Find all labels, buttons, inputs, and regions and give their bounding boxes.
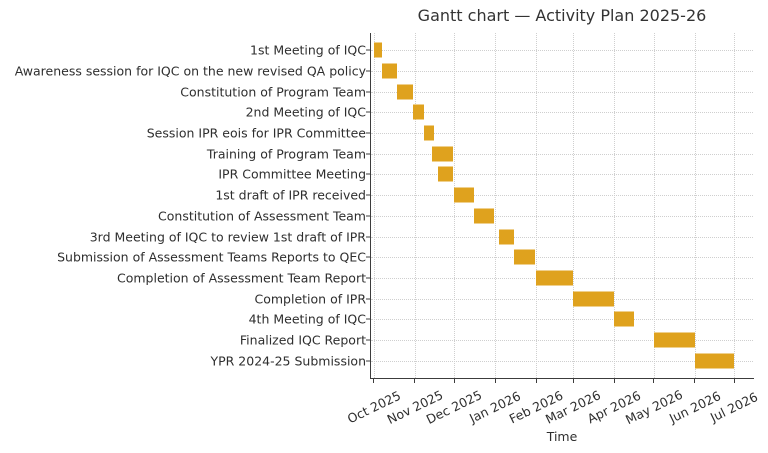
row-grid-line bbox=[371, 360, 753, 362]
x-tick-mark bbox=[572, 379, 574, 383]
x-tick-mark bbox=[414, 379, 416, 383]
y-tick-label: Submission of Assessment Teams Reports t… bbox=[57, 249, 366, 265]
row-grid-line bbox=[371, 319, 753, 321]
gantt-bar bbox=[454, 187, 475, 203]
x-tick-mark bbox=[494, 379, 496, 383]
y-tick-label: Awareness session for IQC on the new rev… bbox=[14, 63, 366, 79]
y-tick-mark bbox=[366, 111, 370, 113]
gantt-bar bbox=[423, 125, 435, 141]
month-grid-line bbox=[694, 33, 696, 378]
month-grid-line bbox=[653, 33, 655, 378]
row-grid-line bbox=[371, 340, 753, 342]
gantt-bar bbox=[474, 208, 494, 224]
x-tick-mark bbox=[535, 379, 537, 383]
gantt-bar bbox=[573, 291, 615, 307]
y-tick-mark bbox=[366, 360, 370, 362]
gantt-bar bbox=[694, 353, 735, 369]
y-tick-label: IPR Committee Meeting bbox=[218, 166, 366, 182]
x-tick-mark bbox=[733, 379, 735, 383]
row-grid-line bbox=[371, 215, 753, 217]
y-tick-label: Completion of Assessment Team Report bbox=[117, 270, 366, 286]
month-grid-line bbox=[573, 33, 575, 378]
gantt-bar bbox=[397, 84, 414, 100]
row-grid-line bbox=[371, 50, 753, 52]
y-tick-label: Constitution of Program Team bbox=[180, 84, 366, 100]
gantt-bar bbox=[653, 332, 695, 348]
row-grid-line bbox=[371, 236, 753, 238]
y-tick-mark bbox=[366, 49, 370, 51]
month-grid-line bbox=[614, 33, 616, 378]
gantt-bar bbox=[431, 146, 453, 162]
y-tick-label: Training of Program Team bbox=[206, 146, 366, 162]
month-grid-line bbox=[454, 33, 456, 378]
month-grid-line bbox=[734, 33, 736, 378]
y-tick-label: Constitution of Assessment Team bbox=[158, 208, 366, 224]
gantt-bar bbox=[413, 104, 424, 120]
x-tick-mark bbox=[694, 379, 696, 383]
y-tick-mark bbox=[366, 339, 370, 341]
gantt-bar bbox=[499, 229, 514, 245]
x-axis-spine bbox=[370, 378, 754, 379]
gantt-bar bbox=[614, 311, 635, 327]
y-tick-label: 3rd Meeting of IQC to review 1st draft o… bbox=[89, 229, 366, 245]
row-grid-line bbox=[371, 70, 753, 72]
row-grid-line bbox=[371, 133, 753, 135]
y-tick-mark bbox=[366, 298, 370, 300]
y-tick-label: Finalized IQC Report bbox=[239, 332, 366, 348]
row-grid-line bbox=[371, 174, 753, 176]
y-tick-label: 1st Meeting of IQC bbox=[250, 42, 366, 58]
gantt-bar bbox=[373, 42, 382, 58]
chart-title: Gantt chart — Activity Plan 2025-26 bbox=[417, 6, 707, 25]
y-tick-label: Completion of IPR bbox=[254, 291, 367, 307]
y-tick-label: Session IPR eois for IPR Committee bbox=[146, 125, 366, 141]
plot-area bbox=[371, 33, 753, 378]
y-tick-mark bbox=[366, 70, 370, 72]
x-tick-mark bbox=[373, 379, 375, 383]
gantt-bar bbox=[536, 270, 574, 286]
y-tick-mark bbox=[366, 215, 370, 217]
y-tick-mark bbox=[366, 318, 370, 320]
gantt-bar bbox=[438, 166, 453, 182]
y-tick-mark bbox=[366, 194, 370, 196]
y-tick-mark bbox=[366, 256, 370, 258]
gantt-bar bbox=[381, 63, 398, 79]
month-grid-line bbox=[536, 33, 538, 378]
y-tick-mark bbox=[366, 277, 370, 279]
x-tick-mark bbox=[653, 379, 655, 383]
y-axis-spine bbox=[370, 33, 371, 379]
y-tick-label: 2nd Meeting of IQC bbox=[245, 104, 366, 120]
y-tick-label: YPR 2024-25 Submission bbox=[210, 353, 366, 369]
month-grid-line bbox=[373, 33, 375, 378]
x-axis-title: Time bbox=[546, 429, 578, 444]
x-tick-mark bbox=[613, 379, 615, 383]
gantt-bar bbox=[513, 249, 535, 265]
row-grid-line bbox=[371, 112, 753, 114]
y-tick-mark bbox=[366, 236, 370, 238]
y-tick-mark bbox=[366, 132, 370, 134]
month-grid-line bbox=[414, 33, 416, 378]
month-grid-line bbox=[495, 33, 497, 378]
y-tick-mark bbox=[366, 153, 370, 155]
row-grid-line bbox=[371, 91, 753, 93]
row-grid-line bbox=[371, 153, 753, 155]
row-grid-line bbox=[371, 298, 753, 300]
row-grid-line bbox=[371, 257, 753, 259]
y-tick-mark bbox=[366, 173, 370, 175]
y-tick-label: 4th Meeting of IQC bbox=[248, 311, 366, 327]
y-tick-label: 1st draft of IPR received bbox=[215, 187, 366, 203]
row-grid-line bbox=[371, 195, 753, 197]
x-tick-mark bbox=[453, 379, 455, 383]
y-tick-mark bbox=[366, 91, 370, 93]
